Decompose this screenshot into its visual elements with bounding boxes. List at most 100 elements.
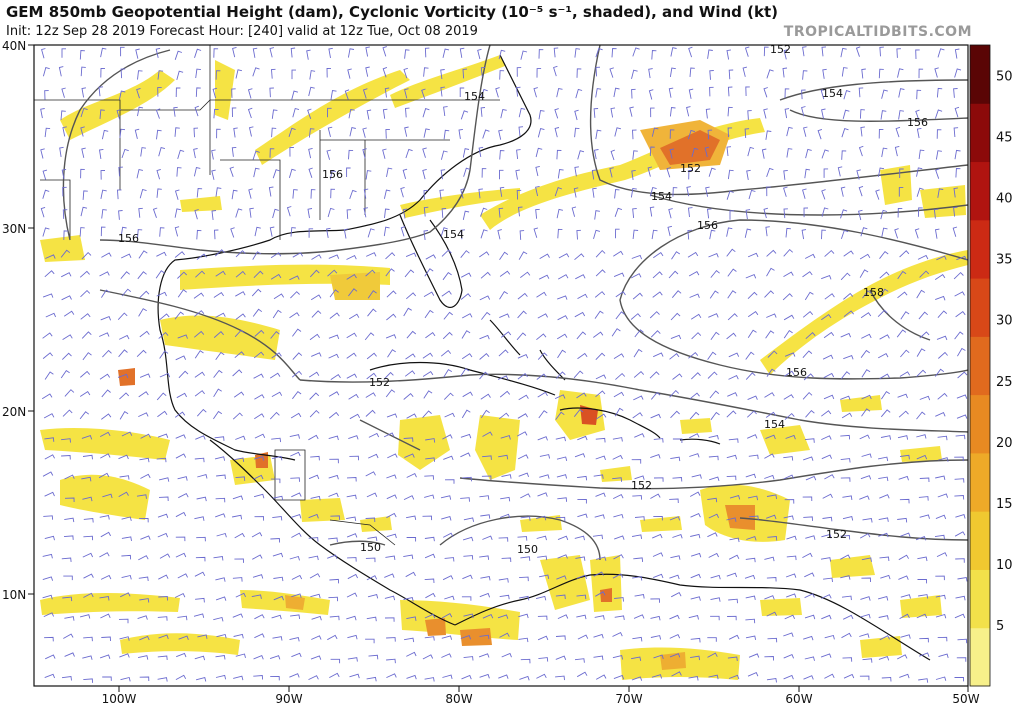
wind-barb [309,409,320,418]
wind-barb [194,310,205,317]
wind-barb [365,170,372,180]
wind-barb [497,229,502,240]
wind-barb [98,472,110,479]
wind-barb [138,655,149,660]
wind-barb [935,575,945,581]
wind-barb [363,188,369,199]
wind-barb [272,208,279,219]
wind-barb [309,573,321,579]
wind-barb [422,370,434,377]
wind-barb [671,290,682,298]
wind-barb [708,434,719,440]
wind-barb [897,393,908,399]
wind-barb [783,632,794,637]
wind-barb [63,633,74,639]
wind-barb [252,308,263,317]
wind-barb [194,330,205,338]
wind-barb [178,635,189,640]
wind-barb [595,674,607,680]
colorbar-segment [970,219,990,279]
wind-barb [726,190,734,200]
wind-barb [745,209,751,220]
wind-barb [708,674,719,680]
wind-barb [328,391,340,397]
wind-barb [805,148,812,159]
wind-barb [900,594,911,599]
wind-barb [727,86,733,97]
wind-barb [688,351,699,359]
wind-barb [460,635,472,640]
wind-barb [498,129,503,140]
wind-barb [802,188,807,199]
wind-barb [916,127,922,139]
wind-barb [634,475,645,480]
wind-barb [254,633,265,639]
wind-barb [728,674,740,680]
wind-barb [669,389,680,398]
wind-barb [231,88,236,98]
wind-barb [269,411,280,420]
wind-barb [898,554,909,561]
wind-barb [62,126,67,137]
wind-barb [520,658,531,664]
wind-barb [404,453,415,459]
wind-barb [765,411,777,418]
wind-barb [728,438,739,443]
wind-barb [855,46,861,57]
wind-barb [764,656,774,661]
wind-barb [44,535,55,541]
wind-barb [232,514,243,520]
colorbar-segment [970,161,990,221]
wind-barb [461,330,471,339]
wind-barb [254,394,265,400]
wind-barb [633,370,645,378]
wind-barb [235,313,246,320]
wind-barb [783,329,793,339]
wind-barb [764,290,775,298]
wind-barb [102,493,113,499]
wind-barb [61,352,72,360]
wind-barb [158,147,166,157]
wind-barb [497,614,509,619]
wind-barb [615,311,625,320]
wind-barb [481,475,492,481]
wind-barb [157,410,168,418]
wind-barb [235,291,246,297]
wind-barb [632,150,638,160]
wind-barb [900,349,910,358]
wind-barb [174,251,185,258]
wind-barb [215,577,226,582]
wind-barb [518,394,529,401]
latitude-axis: 40N 30N 20N 10N [2,39,34,602]
wind-barb [499,186,505,197]
wind-barb [349,189,357,200]
wind-barb [707,497,718,503]
wind-barb [516,149,521,160]
wind-barb [591,169,597,180]
wind-barb [536,673,547,679]
wind-barb [516,332,527,341]
wind-barb [79,390,91,397]
wind-barb [899,250,910,258]
wind-barb [254,226,261,237]
wind-barb [671,251,681,260]
wind-barb [406,292,417,300]
wind-barb [782,293,793,301]
wind-barb [44,673,56,679]
wind-barb [556,575,567,580]
wind-barb [897,68,904,78]
wind-barb [747,495,759,501]
wind-barb [668,208,673,219]
wind-barb [174,208,181,218]
wind-barb [632,495,643,500]
wind-barb [404,370,416,377]
wind-barb [118,491,129,497]
colorbar-segment [970,394,990,454]
wind-barb [155,270,165,279]
wind-barb [269,655,281,660]
wind-barb [573,370,584,379]
wind-barb [783,49,789,60]
wind-barb [272,515,283,521]
wind-barb [499,150,505,160]
wind-barb [745,351,755,360]
